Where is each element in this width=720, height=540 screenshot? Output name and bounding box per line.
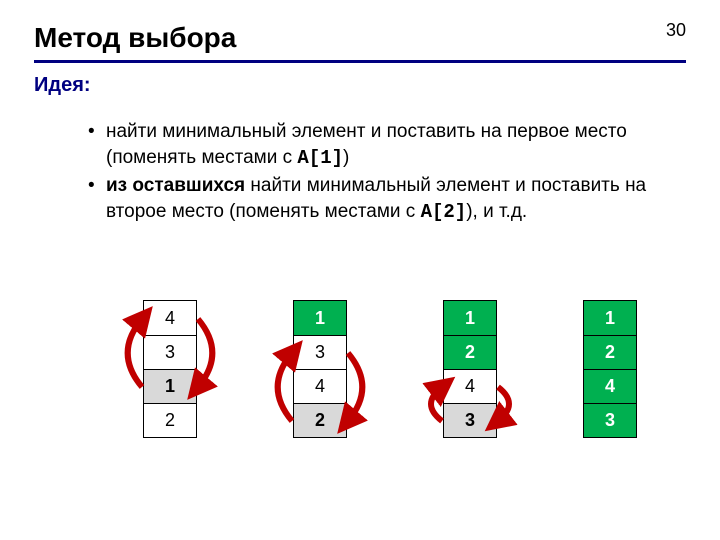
idea-bullets: найти минимальный элемент и поставить на… <box>48 119 660 228</box>
bullet-1: найти минимальный элемент и поставить на… <box>88 119 660 171</box>
page-title: Метод выбора <box>34 22 236 54</box>
array-cell: 1 <box>584 301 636 335</box>
bullet-1-code: A[1] <box>297 147 343 169</box>
array-cell: 3 <box>584 403 636 437</box>
title-rule <box>34 60 686 63</box>
bullet-1-post: ) <box>343 147 349 168</box>
bullet-2-post: ), и т.д. <box>466 201 527 222</box>
page-number: 30 <box>666 20 686 41</box>
array-cell: 4 <box>584 369 636 403</box>
idea-label: Идея: <box>34 74 91 97</box>
swap-arrows <box>245 300 395 460</box>
swap-arrows <box>395 300 545 460</box>
bullet-1-pre: найти минимальный элемент и поставить на… <box>106 121 627 168</box>
bullet-2-code: A[2] <box>421 201 467 223</box>
bullet-2-bold: из оставшихся <box>106 175 245 196</box>
array-column: 1243 <box>583 300 637 438</box>
array-cell: 2 <box>584 335 636 369</box>
swap-arrows <box>95 300 245 460</box>
arrays-row: 4312 1342 1243 1243 <box>0 300 720 510</box>
bullet-2: из оставшихся найти минимальный элемент … <box>88 173 660 225</box>
